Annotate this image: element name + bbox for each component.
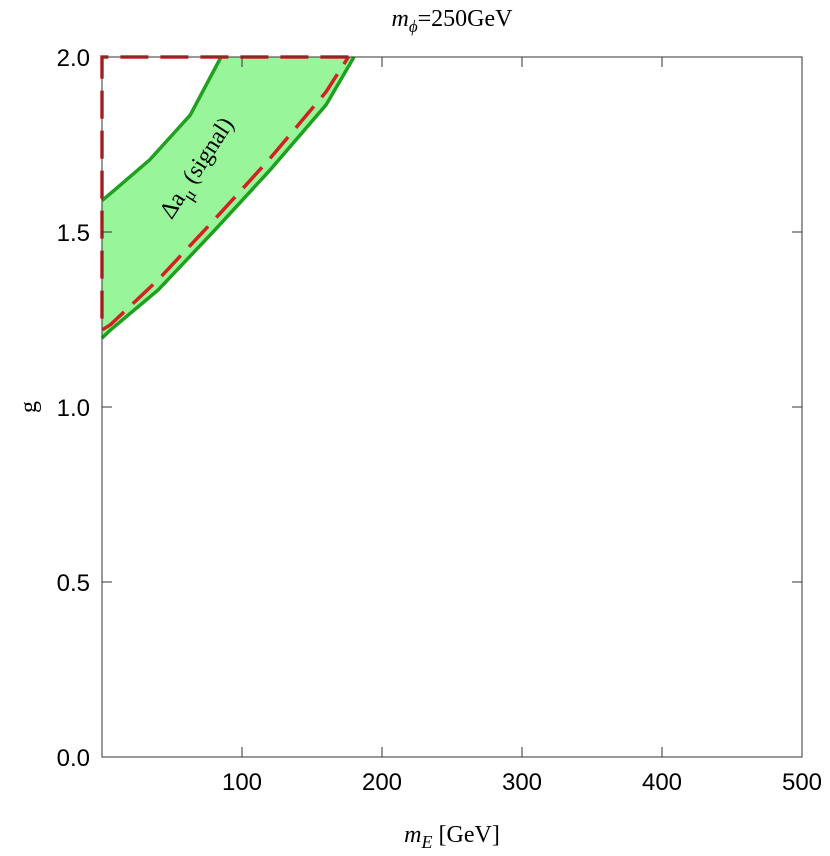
x-tick-label: 500	[782, 769, 822, 796]
xlabel-text: [GeV]	[433, 822, 500, 848]
curve	[100, 56, 356, 340]
title-subscript: ϕ	[409, 17, 418, 36]
xlabel-symbol: m	[404, 822, 421, 848]
y-tick-label: 0.0	[57, 745, 90, 772]
xlabel-subscript: E	[421, 832, 433, 852]
curve	[100, 56, 223, 202]
chart-title: mϕ=250GeV	[391, 6, 513, 36]
y-tick-label: 2.0	[57, 45, 90, 72]
x-tick-label: 400	[642, 769, 682, 796]
x-tick-label: 100	[222, 769, 262, 796]
signal-band	[102, 57, 354, 339]
y-axis-label: g	[16, 401, 42, 413]
title-text: =250GeV	[418, 6, 514, 32]
y-tick-label: 0.5	[57, 570, 90, 597]
title-symbol: m	[391, 6, 408, 32]
x-tick-label: 300	[502, 769, 542, 796]
x-tick-label: 200	[362, 769, 402, 796]
x-axis-label: mE [GeV]	[404, 822, 500, 852]
y-tick-label: 1.0	[57, 395, 90, 422]
y-tick-label: 1.5	[57, 220, 90, 247]
